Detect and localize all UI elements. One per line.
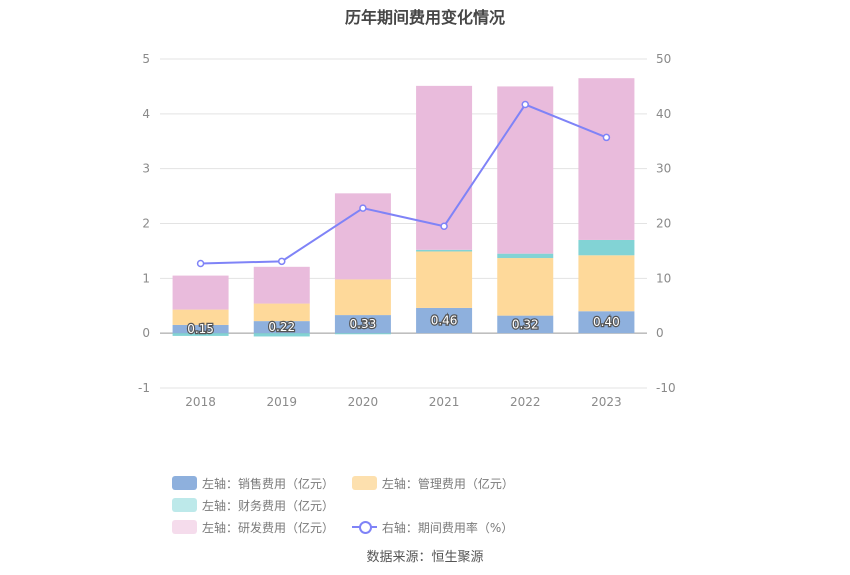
- left-axis-tick-label: 1: [142, 271, 150, 285]
- legend-item-finance[interactable]: 左轴：财务费用（亿元）: [172, 494, 334, 516]
- x-axis-tick-label: 2021: [429, 395, 460, 409]
- right-axis-tick-label: 40: [656, 107, 671, 121]
- right-axis-tick-label: 50: [656, 52, 671, 66]
- x-axis-tick-label: 2019: [266, 395, 297, 409]
- bar-segment: [172, 275, 229, 310]
- x-axis-tick-label: 2022: [510, 395, 541, 409]
- legend-item-rnd[interactable]: 左轴：研发费用（亿元）: [172, 516, 334, 538]
- bar-segment: [253, 321, 310, 334]
- bar-segment: [497, 253, 554, 259]
- expense-rate-point: [602, 133, 611, 142]
- bar-data-label: 0.40: [593, 315, 620, 329]
- expense-rate-line: [200, 103, 607, 265]
- legend-swatch-sales: [172, 476, 197, 490]
- right-axis-tick-label: 20: [656, 217, 671, 231]
- legend-item-sales[interactable]: 左轴：销售费用（亿元）: [172, 472, 334, 494]
- legend-swatch-admin: [351, 476, 377, 490]
- bar-segment: [253, 266, 310, 304]
- bar-segment: [334, 279, 391, 316]
- expense-rate-point: [521, 100, 529, 109]
- bar-segment: [334, 315, 391, 334]
- left-axis-tick-label: 5: [142, 52, 150, 66]
- legend-swatch-rnd: [172, 520, 197, 534]
- left-axis-tick-label: 0: [142, 326, 150, 340]
- chart-legend: 左轴：销售费用（亿元） 左轴：管理费用（亿元） 左轴：财务费用（亿元） 左轴：研…: [172, 472, 692, 538]
- bar-segment: [253, 333, 310, 337]
- bar-data-label: 0.46: [431, 314, 458, 328]
- expense-rate-point: [278, 257, 286, 266]
- x-axis-tick-label: 2018: [185, 395, 216, 409]
- legend-label-sales: 左轴：销售费用（亿元）: [202, 476, 335, 491]
- bar-segment: [253, 303, 310, 322]
- legend-label-expense-rate: 右轴：期间费用率（%）: [381, 520, 514, 535]
- left-axis-tick-label: -1: [138, 381, 150, 395]
- bar-segment: [172, 309, 229, 325]
- bar-segment: [578, 255, 635, 312]
- legend-swatch-finance: [172, 498, 197, 512]
- bar-segment: [497, 258, 554, 316]
- data-source: 数据来源：恒生聚源: [366, 550, 484, 565]
- legend-label-rnd: 左轴：研发费用（亿元）: [202, 520, 335, 535]
- bar-data-label: 0.32: [512, 317, 539, 331]
- left-axis-tick-label: 4: [142, 107, 150, 121]
- bar-segment: [416, 307, 473, 334]
- bar-segment: [578, 78, 635, 240]
- bar-data-label: 0.22: [268, 320, 295, 334]
- bar-segment: [172, 324, 229, 334]
- left-axis-tick-label: 2: [142, 217, 150, 231]
- legend-label-finance: 左轴：财务费用（亿元）: [202, 498, 335, 513]
- bar-data-label: 0.33: [350, 317, 377, 331]
- legend-item-expense-rate[interactable]: 右轴：期间费用率（%）: [351, 516, 514, 538]
- right-axis-tick-label: -10: [656, 381, 676, 395]
- x-axis-tick-label: 2020: [348, 395, 379, 409]
- bar-segment: [497, 86, 554, 254]
- right-axis-tick-label: 0: [656, 326, 664, 340]
- legend-line-marker: [351, 520, 377, 534]
- x-axis-tick-label: 2023: [591, 395, 622, 409]
- right-axis-tick-label: 10: [656, 271, 671, 285]
- expense-rate-point: [196, 259, 205, 268]
- bar-segment: [416, 249, 473, 252]
- bar-segment: [334, 333, 391, 335]
- expense-rate-point: [359, 204, 367, 212]
- legend-label-admin: 左轴：管理费用（亿元）: [381, 476, 514, 491]
- chart-canvas: -1 -10 0 0 1 10 2 20 3 30 4 40 5 50 2018 2019 2020 2021 20…: [138, 52, 676, 409]
- expense-rate-point: [440, 222, 448, 230]
- left-axis-tick-label: 3: [142, 162, 150, 176]
- bar-segment: [578, 239, 635, 256]
- legend-item-admin[interactable]: 左轴：管理费用（亿元）: [351, 472, 514, 494]
- chart-title: 历年期间费用变化情况: [344, 8, 505, 27]
- bar-segment: [172, 333, 229, 336]
- bar-segment: [578, 311, 635, 334]
- bar-segment: [416, 251, 473, 308]
- bar-segment: [497, 315, 554, 334]
- right-axis-tick-label: 30: [656, 162, 671, 176]
- bar-data-label: 0.15: [187, 322, 214, 336]
